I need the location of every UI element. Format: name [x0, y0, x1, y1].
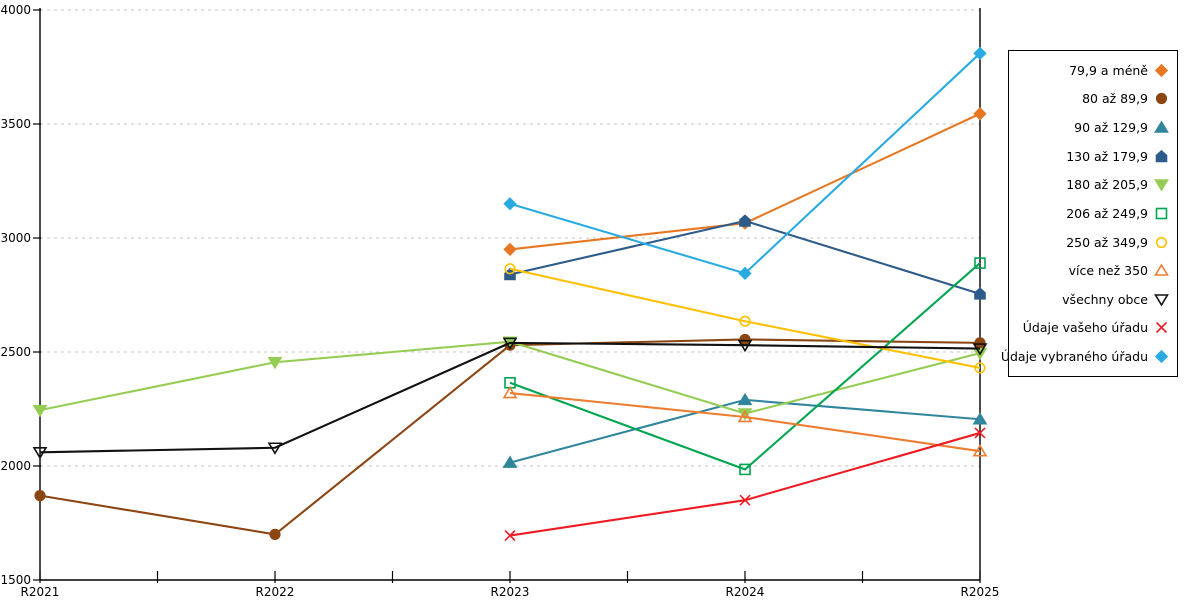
x-tick-label: R2022 [256, 585, 295, 599]
legend-item-3: 130 až 179,9 [1009, 142, 1177, 170]
data-point [502, 455, 518, 468]
series-3 [504, 214, 986, 300]
data-point [32, 404, 48, 418]
data-point [502, 385, 518, 399]
data-point [974, 337, 986, 349]
triangle-down-marker-icon [1154, 179, 1169, 192]
series-line [509, 267, 981, 369]
data-point [738, 266, 752, 280]
triangle-up-marker-icon [1154, 263, 1169, 276]
legend-label: Údaje vybraného úřadu [1000, 349, 1148, 365]
series-2 [502, 392, 988, 468]
x-tick-label: R2024 [726, 585, 765, 599]
series-line [39, 338, 981, 536]
data-point [739, 463, 751, 476]
legend-label: 90 až 129,9 [1074, 120, 1148, 136]
circle-marker-icon [1155, 236, 1168, 248]
data-point [267, 356, 283, 370]
legend-label: více než 350 [1068, 263, 1148, 279]
data-point [504, 529, 516, 542]
series-5 [504, 257, 986, 476]
data-point [972, 444, 988, 457]
y-tick-label: 1500 [0, 573, 31, 587]
legend-item-6: 250 až 349,9 [1009, 228, 1177, 256]
y-tick-label: 2000 [0, 459, 31, 473]
data-point [267, 442, 283, 455]
legend-label: 130 až 179,9 [1066, 148, 1148, 164]
legend-item-0: 79,9 a méně [1009, 56, 1177, 84]
data-point [974, 362, 986, 374]
pentagon-marker-icon [1155, 149, 1168, 162]
legend-item-7: více než 350 [1009, 257, 1177, 285]
data-point [34, 490, 46, 502]
series-line [509, 431, 981, 537]
legend-item-1: 80 až 89,9 [1009, 85, 1177, 113]
series-line [509, 52, 981, 275]
legend-label: 206 až 249,9 [1066, 205, 1148, 221]
series-line [509, 262, 981, 471]
data-point [504, 263, 516, 275]
diamond-marker-icon [1154, 63, 1169, 77]
data-point [739, 494, 751, 506]
data-point [737, 408, 753, 421]
data-point [269, 528, 281, 541]
series-10 [503, 46, 987, 280]
x-tick-label: R2021 [21, 585, 60, 599]
x-marker-icon [1155, 322, 1168, 334]
legend-item-4: 180 až 205,9 [1009, 171, 1177, 199]
legend-label: 80 až 89,9 [1082, 91, 1148, 107]
series-line [509, 219, 981, 295]
data-point [739, 315, 751, 327]
series-6 [504, 263, 986, 374]
triangle-up-marker-icon [1154, 120, 1169, 133]
legend-label: 250 až 349,9 [1066, 234, 1148, 250]
legend-label: 79,9 a méně [1069, 62, 1148, 78]
data-point [973, 46, 987, 60]
legend-item-8: všechny obce [1009, 285, 1177, 313]
data-point [32, 447, 48, 460]
legend-item-2: 90 až 129,9 [1009, 114, 1177, 142]
square-marker-icon [1155, 207, 1168, 220]
series-line [509, 391, 981, 453]
y-tick-label: 3500 [0, 117, 31, 131]
legend-item-5: 206 až 249,9 [1009, 199, 1177, 227]
diamond-marker-icon [1154, 349, 1169, 364]
triangle-down-marker-icon [1154, 294, 1169, 307]
data-point [737, 409, 753, 423]
series-1 [34, 333, 986, 541]
series-8 [32, 337, 988, 460]
data-point [739, 214, 751, 227]
data-point [739, 333, 751, 346]
x-tick-label: R2025 [961, 585, 1000, 599]
legend-box: 79,9 a méně 80 až 89,9 90 až 129,9 130 až 1… [1001, 50, 1178, 377]
data-point [737, 339, 753, 353]
series-7 [502, 385, 988, 457]
series-0 [503, 107, 987, 257]
axes: 1500 2000 2500 3000 3500 4000 R2021 R2022 R2023 R… [0, 3, 999, 599]
data-point [503, 197, 517, 211]
legend-label: 180 až 205,9 [1066, 177, 1148, 193]
legend-item-10: Údaje vybraného úřadu [1001, 343, 1177, 371]
data-point [972, 412, 988, 425]
data-point [974, 287, 986, 300]
data-point [972, 343, 988, 356]
legend-label: všechny obce [1062, 291, 1148, 307]
x-tick-label: R2023 [491, 585, 530, 599]
data-point [503, 242, 517, 257]
circle-marker-icon [1155, 93, 1168, 105]
y-tick-label: 3000 [0, 231, 31, 245]
y-tick-label: 2500 [0, 345, 31, 359]
data-point [974, 257, 986, 269]
y-tick-label: 4000 [0, 3, 31, 17]
data-point [737, 392, 753, 406]
data-point [973, 107, 987, 121]
data-point [502, 337, 518, 350]
series-line [39, 341, 981, 454]
data-point [974, 427, 986, 439]
legend-item-9: Údaje vašeho úřadu [1009, 314, 1177, 342]
series-9 [504, 427, 986, 542]
legend-label: Údaje vašeho úřadu [1022, 320, 1148, 336]
